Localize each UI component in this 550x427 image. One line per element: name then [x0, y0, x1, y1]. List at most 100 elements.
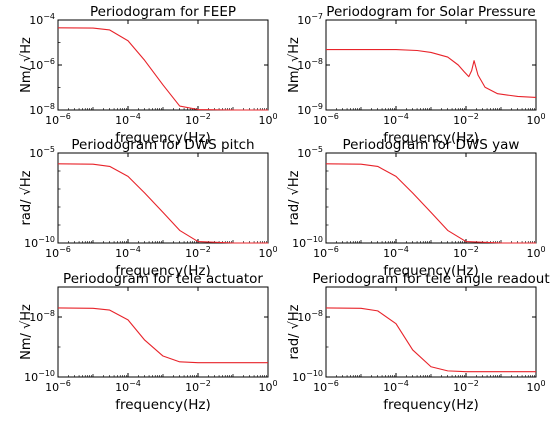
x-tick-label: 10−2	[453, 112, 479, 127]
y-tick-label-exponent: −8	[43, 309, 55, 318]
x-axis-label: frequency(Hz)	[115, 263, 210, 279]
x-tick-label-exponent: −2	[467, 245, 479, 254]
chart-title: Periodogram for tele actuator	[63, 271, 263, 287]
y-tick-label: 10−9	[297, 102, 323, 117]
x-tick-label-base: 10	[313, 381, 327, 394]
x-axis-label: frequency(Hz)	[115, 397, 210, 413]
periodogram-line	[325, 307, 536, 373]
plot-frame	[325, 19, 537, 111]
x-tick-label-base: 10	[453, 381, 467, 394]
x-tick-label: 10−6	[45, 379, 71, 394]
y-tick-label: 10−10	[24, 369, 55, 384]
x-tick-label-base: 10	[383, 247, 397, 260]
x-tick-label: 10−4	[115, 379, 141, 394]
x-tick-label: 10−4	[383, 245, 409, 260]
y-tick-label: 10−8	[29, 102, 55, 117]
x-tick-label-base: 10	[383, 114, 397, 127]
x-tick-label-base: 10	[45, 114, 59, 127]
y-tick-label-exponent: −8	[43, 102, 55, 111]
y-tick-label-exponent: −10	[306, 369, 323, 378]
y-tick-label-base: 10	[29, 14, 43, 27]
chart-title: Periodogram for FEEP	[90, 4, 236, 20]
x-tick-label: 10−4	[383, 112, 409, 127]
y-tick-label-base: 10	[292, 371, 306, 384]
x-tick-label-base: 10	[45, 247, 59, 260]
plot-frame	[325, 286, 537, 378]
plot-frame	[325, 152, 537, 244]
y-tick-label-exponent: −10	[38, 369, 55, 378]
y-tick-label-base: 10	[29, 104, 43, 117]
x-tick-label-base: 10	[45, 381, 59, 394]
x-axis-label: frequency(Hz)	[383, 130, 478, 146]
y-tick-label-base: 10	[29, 147, 43, 160]
x-tick-label-exponent: −4	[129, 112, 141, 121]
y-tick-label-exponent: −9	[311, 102, 323, 111]
x-tick-label: 10−6	[45, 245, 71, 260]
x-tick-label: 10−2	[185, 112, 211, 127]
x-tick-label-exponent: 0	[540, 245, 545, 254]
x-tick-label-exponent: 0	[540, 112, 545, 121]
x-tick-label-exponent: −2	[199, 379, 211, 388]
y-tick-label-exponent: −5	[311, 145, 323, 154]
x-tick-label-exponent: −6	[59, 379, 71, 388]
x-tick-label: 100	[258, 245, 277, 260]
x-tick-label: 10−4	[383, 379, 409, 394]
x-tick-label-base: 10	[185, 114, 199, 127]
x-tick-label-base: 10	[313, 114, 327, 127]
y-tick-label-base: 10	[292, 237, 306, 250]
x-tick-label: 100	[526, 112, 545, 127]
x-tick-label-base: 10	[115, 114, 129, 127]
plot-frame	[57, 19, 269, 111]
chart-title: Periodogram for tele angle readout	[312, 271, 549, 287]
y-tick-label: 10−6	[29, 57, 55, 72]
y-tick-label: 10−7	[297, 12, 323, 27]
x-tick-label-exponent: 0	[272, 379, 277, 388]
x-tick-label: 10−6	[45, 112, 71, 127]
x-tick-label-exponent: 0	[272, 245, 277, 254]
y-tick-label: 10−8	[297, 309, 323, 324]
y-axis-label: rad/ √Hz	[19, 170, 34, 225]
plot-frame	[57, 286, 269, 378]
x-tick-label-exponent: −4	[397, 112, 409, 121]
x-tick-label-base: 10	[526, 381, 540, 394]
periodogram-line	[57, 27, 268, 111]
x-tick-label: 10−6	[313, 112, 339, 127]
chart-title: Periodogram for DWS pitch	[71, 137, 254, 153]
x-tick-label-exponent: −6	[59, 245, 71, 254]
x-tick-label: 10−2	[453, 245, 479, 260]
x-tick-label-base: 10	[313, 247, 327, 260]
periodogram-line	[57, 163, 268, 244]
x-axis-label: frequency(Hz)	[383, 397, 478, 413]
x-tick-label: 100	[526, 245, 545, 260]
y-tick-label: 10−10	[292, 369, 323, 384]
y-tick-label: 10−10	[24, 235, 55, 250]
x-tick-label-base: 10	[453, 247, 467, 260]
x-tick-label-base: 10	[185, 381, 199, 394]
x-tick-label: 10−6	[313, 379, 339, 394]
x-tick-label-base: 10	[383, 381, 397, 394]
plot-frame	[57, 152, 269, 244]
y-tick-label: 10−4	[29, 12, 55, 27]
x-tick-label: 100	[258, 379, 277, 394]
y-tick-label-base: 10	[29, 311, 43, 324]
periodogram-line	[326, 49, 537, 99]
x-tick-label-exponent: 0	[540, 379, 545, 388]
y-tick-label-exponent: −7	[311, 12, 323, 21]
x-tick-label: 10−2	[453, 379, 479, 394]
x-tick-label-exponent: −4	[129, 379, 141, 388]
y-tick-label-base: 10	[24, 371, 38, 384]
x-tick-label-exponent: −4	[397, 379, 409, 388]
y-tick-label-exponent: −6	[43, 57, 55, 66]
y-axis-label: rad/ √Hz	[287, 170, 302, 225]
y-axis-label: Nm/ √Hz	[19, 304, 34, 360]
x-tick-label-base: 10	[258, 114, 272, 127]
periodogram-line	[325, 163, 536, 244]
x-tick-label-base: 10	[258, 247, 272, 260]
x-tick-label-base: 10	[258, 381, 272, 394]
